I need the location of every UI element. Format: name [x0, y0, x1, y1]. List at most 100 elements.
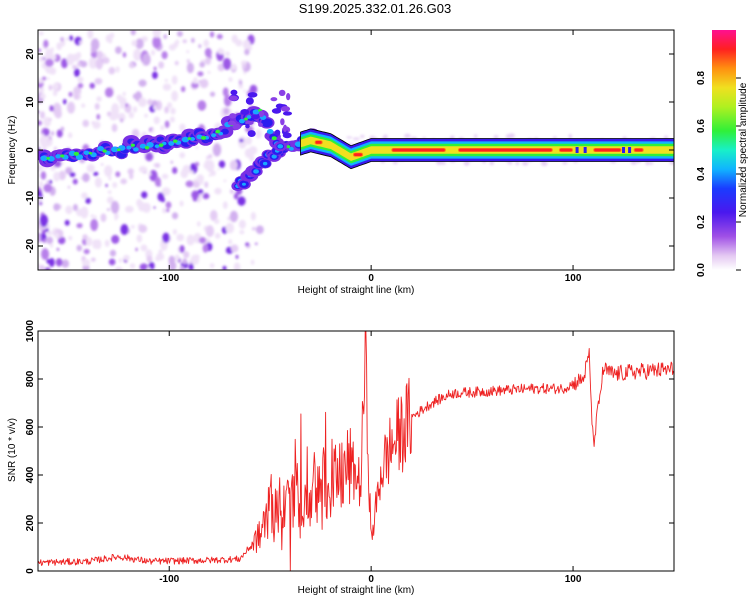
spectrogram-noise-blob [90, 214, 94, 219]
spectrogram-band-gap [622, 147, 626, 153]
spectrogram-noise-blob [214, 232, 221, 239]
spectrogram-ridge-blob [60, 154, 65, 158]
spectrogram-noise-blob [83, 248, 90, 255]
spectrogram-noise-blob [190, 37, 195, 43]
spectrogram-core-segment [559, 148, 573, 152]
spectrogram-noise-blob [95, 58, 103, 70]
spectrogram-noise-blob [233, 193, 239, 200]
spectrogram-ridge-blob [271, 136, 277, 141]
spectrogram-noise-blob [140, 244, 148, 252]
spectrogram-noise-blob [85, 237, 93, 247]
spectrogram-noise-blob [190, 254, 200, 265]
snr-ytick-label: 400 [25, 466, 36, 483]
spectrogram-noise-blob [94, 215, 97, 219]
spectrogram-noise-blob [182, 39, 187, 44]
spectrogram-noise-blob [114, 213, 119, 220]
spectrogram-noise-blob [172, 229, 178, 235]
spectrogram-noise-blob [161, 197, 165, 203]
spectrogram-noise-blob [65, 37, 69, 41]
spectrogram-noise-blob [205, 225, 215, 237]
spectrogram-core-segment [458, 148, 552, 152]
spectrogram-noise-blob [39, 93, 46, 99]
spectrogram-noise-blob [92, 121, 101, 129]
spectrogram-branch-blob [253, 169, 259, 174]
spectrogram-noise-blob [164, 78, 168, 83]
spectrogram-noise-blob [147, 98, 153, 106]
spectrogram-noise-blob [172, 167, 178, 174]
spectrogram-ridge-blob [189, 137, 196, 141]
spectrogram-ytick-label: 20 [25, 48, 36, 60]
spectrogram-noise-blob [61, 259, 70, 268]
spectrogram-noise-blob [217, 47, 224, 55]
spectrogram-noise-blob [228, 239, 233, 245]
spectrogram-noise-blob [208, 174, 212, 177]
spectrogram-noise-blob [46, 236, 54, 245]
spectrogram-noise-blob [64, 219, 70, 226]
spectrogram-noise-blob [199, 61, 206, 68]
spectrogram-noise-blob [53, 146, 57, 151]
spectrogram-noise-blob [52, 54, 57, 60]
colorbar-label: Normalized spectral amplitude [738, 82, 749, 217]
spectrogram-noise-blob [164, 120, 170, 128]
spectrogram-noise-blob [41, 248, 50, 260]
spectrogram-ridge-blob [187, 137, 192, 141]
spectrogram-noise-blob [52, 89, 58, 97]
spectrogram-noise-blob [195, 146, 199, 150]
spectrogram-noise-blob [76, 208, 85, 217]
spectrogram-noise-blob [198, 44, 202, 49]
spectrogram-noise-blob [199, 78, 209, 89]
spectrogram-noise-blob [48, 257, 55, 267]
spectrogram-noise-blob [53, 82, 59, 90]
spectrogram-noise-blob [42, 76, 47, 81]
spectrogram-ridge-blob [280, 105, 291, 112]
spectrogram-ridge-blob [73, 151, 80, 156]
spectrogram-noise-blob [233, 262, 241, 270]
spectrogram-noise-blob [222, 57, 232, 70]
spectrogram-noise-blob [56, 247, 60, 252]
spectrogram-noise-blob [223, 107, 230, 115]
spectrogram-noise-blob [108, 175, 112, 181]
spectrogram-noise-blob [218, 160, 226, 168]
spectrogram-ridge-blob [251, 114, 260, 120]
spectrogram-noise-blob [175, 39, 180, 45]
spectrogram-noise-blob [78, 40, 83, 45]
spectrogram-noise-blob [493, 134, 499, 139]
snr-xtick-label: -100 [159, 574, 179, 585]
spectrogram-ytick-label: -20 [25, 238, 36, 253]
spectrogram-noise-blob [153, 116, 160, 125]
spectrogram-core-segment [315, 140, 322, 144]
spectrogram-noise-blob [191, 82, 199, 89]
spectrogram-noise-blob [238, 83, 244, 89]
spectrogram-noise-blob [505, 133, 513, 139]
spectrogram-noise-blob [42, 57, 46, 60]
spectrogram-noise-blob [507, 161, 513, 165]
spectrogram-ridge-blob [168, 141, 175, 146]
spectrogram-ridge-blob [232, 123, 241, 130]
spectrogram-noise-blob [202, 193, 210, 200]
spectrogram-noise-blob [72, 64, 78, 70]
spectrogram-noise-blob [152, 71, 158, 79]
spectrogram-noise-blob [186, 62, 195, 74]
spectrogram-noise-blob [65, 166, 73, 175]
snr-xtick-label: 0 [368, 574, 374, 585]
spectrogram-noise-blob [87, 30, 94, 39]
spectrogram-ridge-blob [181, 136, 190, 143]
spectrogram-noise-blob [352, 137, 360, 141]
spectrogram-ridge-blob [75, 154, 84, 160]
spectrogram-noise-blob [174, 254, 180, 261]
spectrogram-noise-blob [125, 205, 134, 213]
spectrogram-noise-blob [171, 212, 179, 220]
spectrogram-noise-blob [109, 32, 115, 39]
spectrogram-noise-blob [54, 109, 62, 119]
spectrogram-noise-blob [151, 49, 156, 56]
spectrogram-noise-blob [141, 191, 148, 199]
spectrogram-noise-blob [115, 66, 120, 73]
spectrogram-noise-blob [254, 242, 258, 245]
spectrogram-ridge-blob [97, 146, 104, 152]
spectrogram-noise-blob [60, 126, 65, 132]
spectrogram-noise-blob [222, 87, 229, 97]
spectrogram-noise-blob [489, 160, 494, 166]
spectrogram-noise-blob [191, 190, 200, 199]
spectrogram-noise-blob [186, 234, 195, 246]
